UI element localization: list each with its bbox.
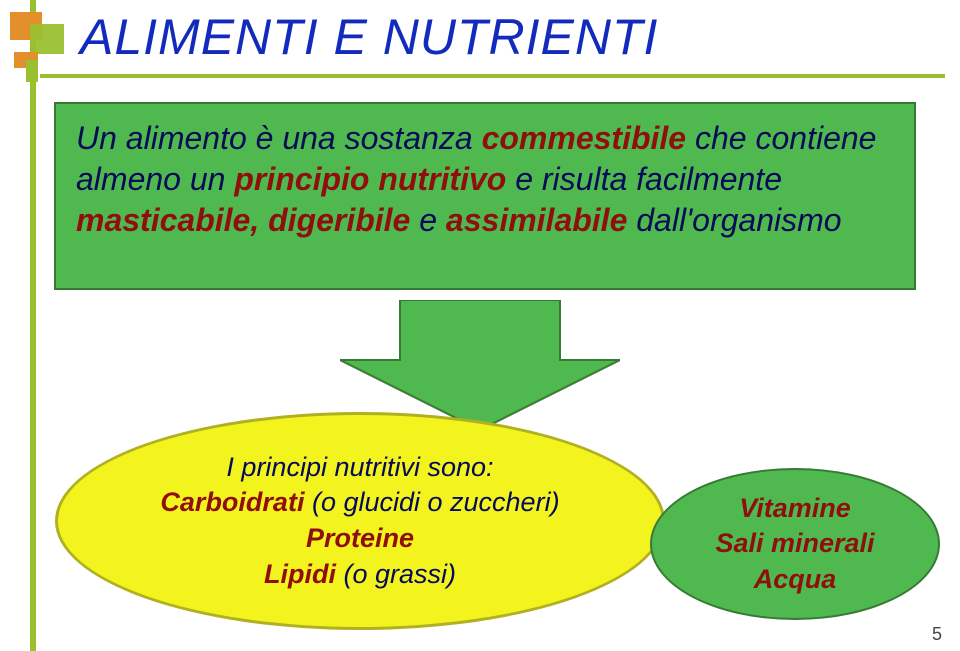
extra-sali: Sali minerali (715, 528, 874, 558)
def-kw-assimilabile: assimilabile (446, 202, 627, 238)
def-suffix: dall'organismo (627, 202, 841, 238)
principi-lipidi-note: (o grassi) (336, 559, 456, 589)
def-mid3: e (410, 202, 446, 238)
def-mid2: e risulta facilmente (506, 161, 782, 197)
principi-text: I principi nutritivi sono: Carboidrati (… (160, 450, 559, 593)
principi-ellipse: I principi nutritivi sono: Carboidrati (… (55, 412, 665, 630)
def-kw-masticabile: masticabile, digeribile (76, 202, 410, 238)
def-kw-principio: principio nutritivo (234, 161, 506, 197)
principi-lipidi: Lipidi (264, 559, 336, 589)
principi-proteine: Proteine (306, 523, 414, 553)
extra-vitamine: Vitamine (739, 493, 851, 523)
slide: ALIMENTI E NUTRIENTI Un alimento è una s… (0, 0, 960, 651)
definition-box: Un alimento è una sostanza commestibile … (54, 102, 916, 290)
principi-carboidrati: Carboidrati (160, 487, 304, 517)
extra-ellipse: Vitamine Sali minerali Acqua (650, 468, 940, 620)
down-arrow-icon (340, 300, 620, 430)
definition-text: Un alimento è una sostanza commestibile … (76, 118, 894, 241)
principi-ellipse-shape: I principi nutritivi sono: Carboidrati (… (55, 412, 665, 630)
principi-carboidrati-note: (o glucidi o zuccheri) (304, 487, 559, 517)
corner-decoration (10, 12, 80, 92)
page-number: 5 (932, 624, 942, 645)
extra-acqua: Acqua (754, 564, 837, 594)
def-kw-commestibile: commestibile (482, 120, 687, 156)
down-arrow (340, 300, 620, 430)
side-accent-line (30, 0, 36, 651)
principi-heading: I principi nutritivi sono: (226, 452, 493, 482)
page-title: ALIMENTI E NUTRIENTI (80, 8, 658, 66)
def-prefix: Un alimento è una sostanza (76, 120, 482, 156)
title-underline (40, 74, 945, 78)
extra-text: Vitamine Sali minerali Acqua (715, 491, 874, 598)
